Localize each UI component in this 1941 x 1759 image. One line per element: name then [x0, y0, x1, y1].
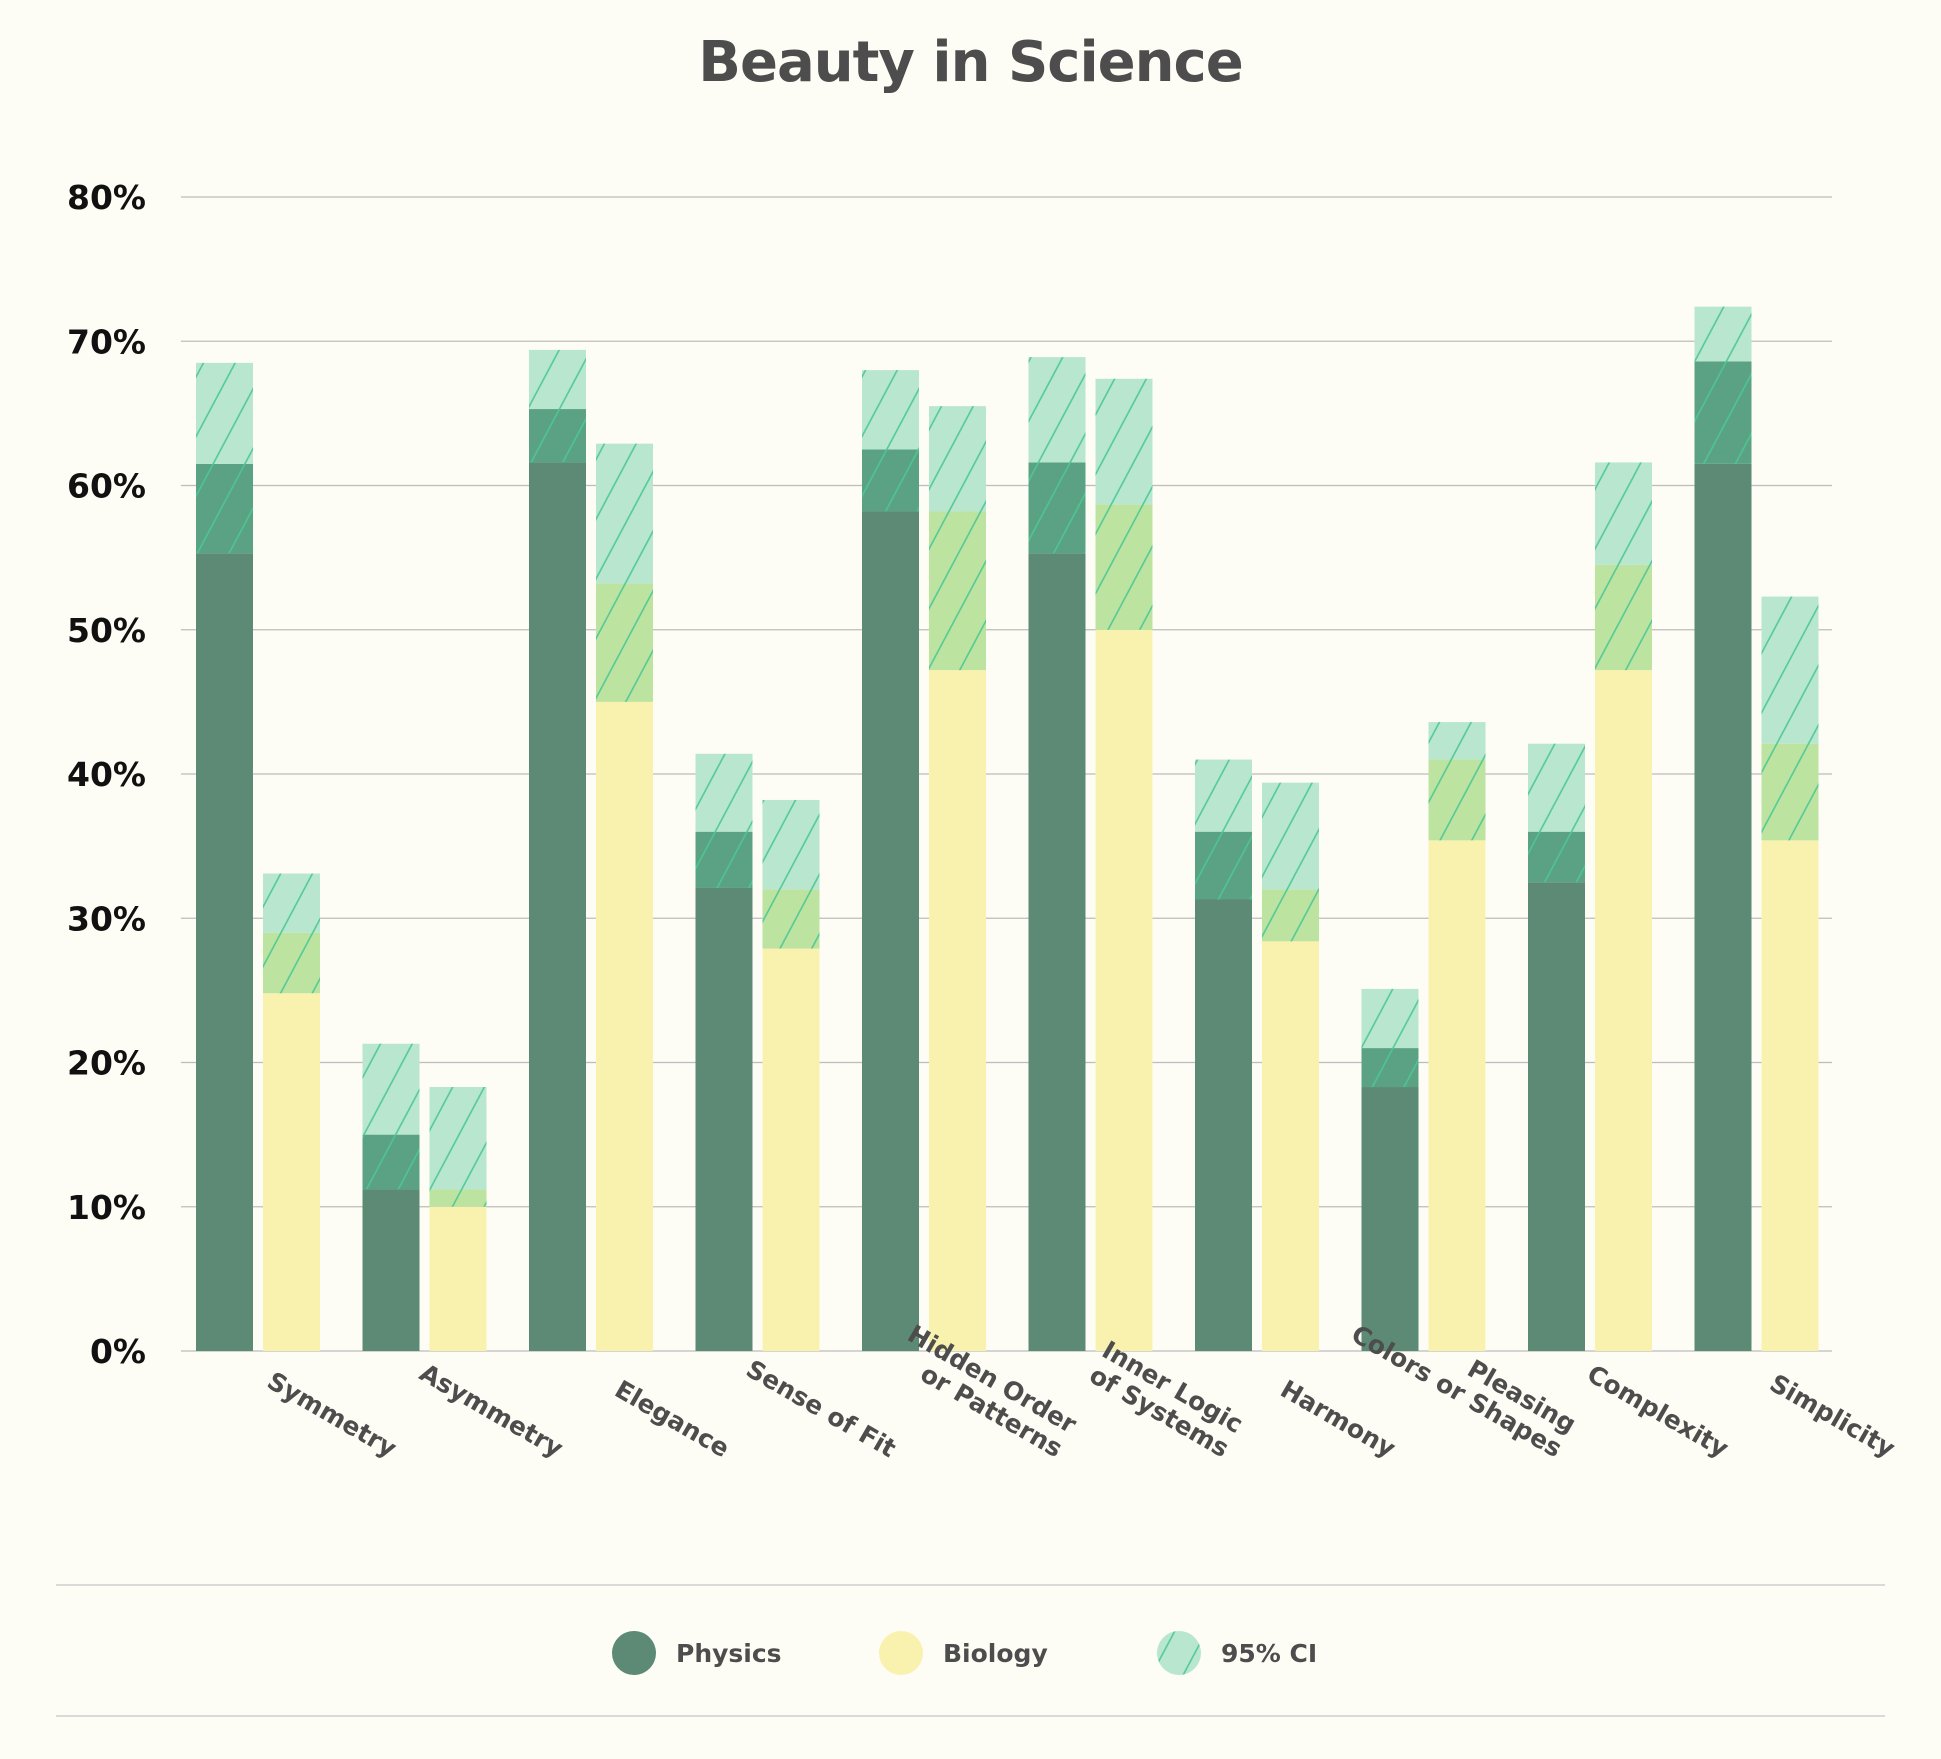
x-tick-label: Harmony	[1276, 1374, 1401, 1463]
bar-group-biology	[1595, 462, 1652, 1351]
bar-biology	[1428, 840, 1486, 1351]
bar-biology	[429, 1206, 487, 1351]
legend-label: 95% CI	[1221, 1639, 1317, 1668]
legend-swatch	[612, 1631, 656, 1675]
bar-biology	[1761, 840, 1819, 1351]
bar-group-biology	[596, 443, 653, 1351]
x-tick-label-line: Complexity	[1582, 1359, 1733, 1463]
bar-physics	[1528, 882, 1585, 1351]
ci-hatch	[929, 406, 986, 671]
x-tick-label: Symmetry	[262, 1366, 401, 1463]
bar-biology	[1262, 941, 1319, 1351]
bar-group-physics	[362, 1043, 420, 1351]
ci-hatch	[263, 873, 320, 994]
y-tick-label: 30%	[67, 899, 146, 938]
ci-hatch	[362, 1043, 420, 1190]
bar-group-physics	[1195, 759, 1252, 1351]
bar-biology	[762, 948, 820, 1351]
ci-hatch	[196, 362, 253, 554]
bar-biology	[929, 670, 986, 1351]
y-axis-ticks: 0% 10% 20% 30% 40% 50% 60% 70% 80%	[67, 178, 146, 1371]
bar-biology	[1595, 670, 1652, 1351]
bar-biology	[263, 993, 320, 1351]
legend-item: Physics	[612, 1631, 782, 1675]
ci-hatch	[1595, 462, 1652, 671]
y-tick-label: 80%	[67, 178, 146, 217]
y-tick-label: 60%	[67, 467, 146, 506]
ci-hatch	[1528, 743, 1585, 883]
legend: Physics Biology 95% CI	[612, 1631, 1317, 1675]
bar-group-physics	[529, 349, 586, 1351]
y-tick-label: 40%	[67, 755, 146, 794]
bar-group-physics	[862, 370, 919, 1352]
bar-physics	[1361, 1087, 1419, 1351]
x-tick-label: Asymmetry	[415, 1358, 568, 1463]
ci-hatch	[429, 1087, 487, 1207]
chart-title: Beauty in Science	[698, 30, 1243, 95]
bar-group-physics	[1028, 357, 1086, 1351]
ci-hatch	[762, 799, 820, 949]
ci-hatch	[1095, 378, 1153, 630]
bar-group-biology	[429, 1087, 487, 1351]
x-tick-label-line: Asymmetry	[415, 1358, 568, 1463]
ci-hatch	[596, 443, 653, 702]
x-tick-label-line: Elegance	[610, 1375, 734, 1464]
bar-group-physics	[1361, 988, 1419, 1351]
bar-physics	[196, 553, 253, 1351]
bar-group-physics	[1694, 306, 1752, 1351]
y-tick-label: 20%	[67, 1044, 146, 1083]
bar-group-biology	[929, 406, 986, 1351]
bar-biology	[596, 701, 653, 1351]
bars	[196, 306, 1819, 1352]
bar-group-biology	[1095, 378, 1153, 1351]
bar-physics	[695, 887, 753, 1351]
ci-hatch	[1195, 759, 1252, 900]
y-tick-label: 10%	[67, 1188, 146, 1227]
ci-hatch	[1028, 357, 1086, 554]
bar-group-biology	[762, 799, 820, 1351]
bar-physics	[1028, 553, 1086, 1351]
legend-hatch	[1157, 1631, 1201, 1675]
x-tick-label-line: Harmony	[1276, 1374, 1401, 1463]
y-tick-label: 50%	[67, 611, 146, 650]
x-tick-label-line: Symmetry	[262, 1366, 401, 1463]
ci-hatch	[1428, 722, 1486, 841]
bar-group-physics	[695, 753, 753, 1351]
x-tick-label: Simplicity	[1765, 1368, 1900, 1463]
bar-group-biology	[1262, 782, 1319, 1351]
bar-group-biology	[1761, 596, 1819, 1351]
bar-physics	[529, 462, 586, 1351]
ci-hatch	[1694, 306, 1752, 464]
x-tick-label: Elegance	[610, 1375, 734, 1464]
bar-group-biology	[1428, 722, 1486, 1351]
bar-physics	[1694, 463, 1752, 1351]
y-tick-label: 0%	[90, 1332, 146, 1371]
x-tick-label: Sense of Fit	[741, 1354, 901, 1463]
ci-hatch	[529, 349, 586, 463]
legend-item: Biology	[879, 1631, 1048, 1675]
legend-item: 95% CI	[1157, 1631, 1317, 1675]
bar-biology	[1095, 629, 1153, 1351]
ci-hatch	[862, 370, 919, 512]
bar-group-physics	[196, 362, 253, 1351]
ci-hatch	[1761, 596, 1819, 841]
ci-hatch	[1262, 782, 1319, 942]
legend-swatch	[879, 1631, 923, 1675]
ci-hatch	[1361, 988, 1419, 1088]
ci-hatch	[695, 753, 753, 888]
x-tick-label: Complexity	[1582, 1359, 1733, 1463]
bar-group-biology	[263, 873, 320, 1351]
x-tick-label-line: Simplicity	[1765, 1368, 1900, 1463]
bar-group-physics	[1528, 743, 1585, 1351]
bar-physics	[1195, 899, 1252, 1351]
legend-label: Biology	[943, 1639, 1048, 1668]
bar-physics	[862, 511, 919, 1352]
bar-physics	[362, 1189, 420, 1351]
x-tick-label-line: Sense of Fit	[741, 1354, 901, 1463]
legend-label: Physics	[676, 1639, 782, 1668]
y-tick-label: 70%	[67, 322, 146, 361]
